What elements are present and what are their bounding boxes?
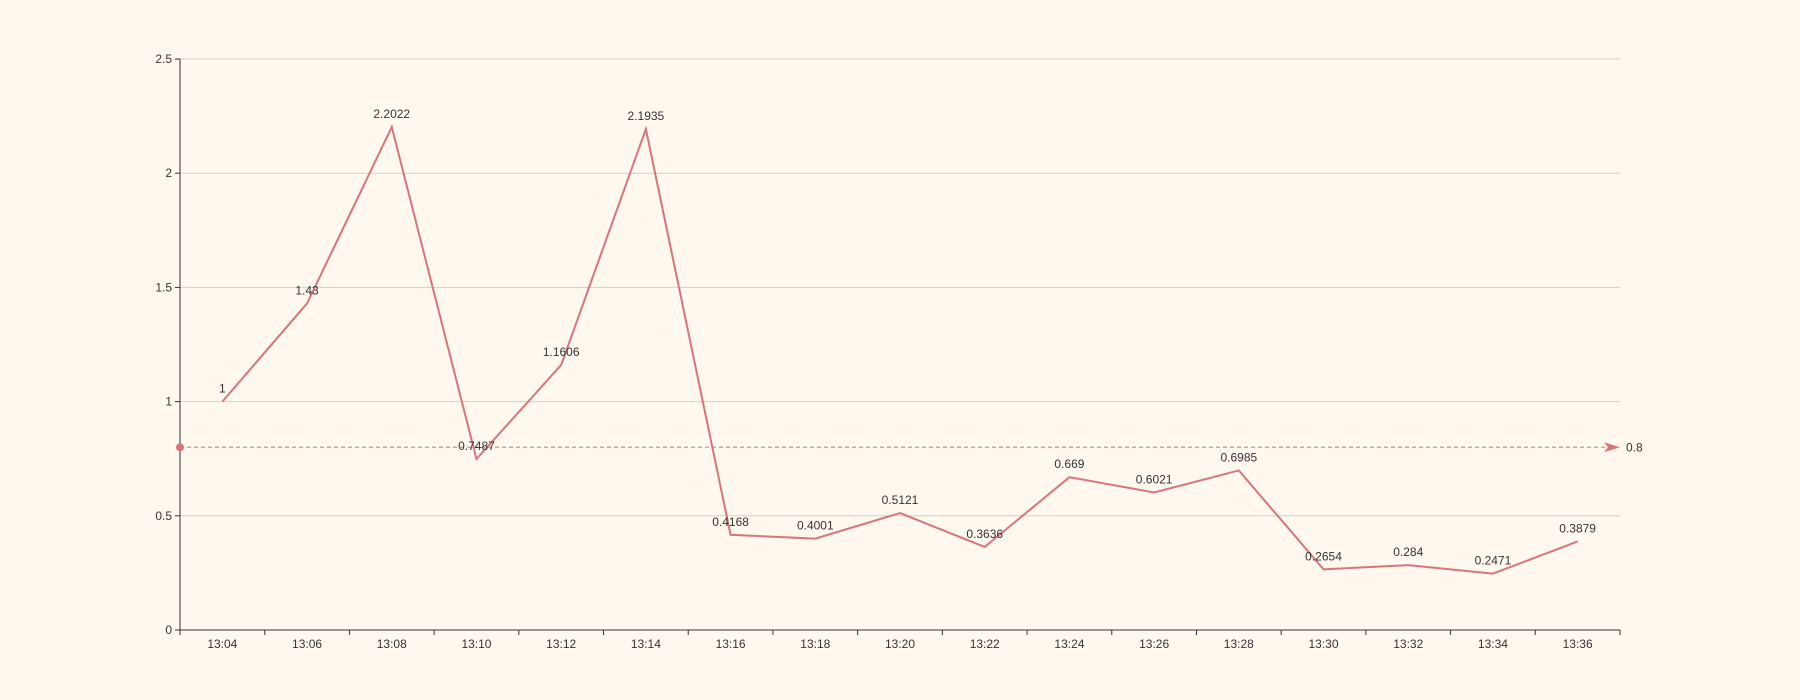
data-label: 0.3879 [1559, 521, 1596, 535]
data-label: 0.7487 [458, 439, 495, 453]
data-label: 0.4168 [712, 515, 749, 529]
axes: 0 0.5 1 1.5 2 2.5 13:04 13:06 13:08 13:10 13:12 13:… [155, 52, 1621, 651]
average-mark-line: 0.8 [176, 440, 1643, 454]
data-label: 0.5121 [882, 493, 919, 507]
series-line [221, 124, 1579, 575]
data-point [1576, 540, 1579, 543]
x-tick-label: 13:28 [1224, 637, 1254, 651]
data-label: 0.4001 [797, 519, 834, 533]
data-point [1407, 564, 1410, 567]
x-tick-label: 13:20 [885, 637, 915, 651]
data-point [306, 302, 309, 305]
data-point [644, 128, 647, 131]
data-point [1237, 469, 1240, 472]
x-tick-label: 13:16 [716, 637, 746, 651]
grid-lines [180, 58, 1620, 517]
data-point [983, 545, 986, 548]
data-point [560, 363, 563, 366]
x-tick-label: 13:14 [631, 637, 661, 651]
data-label: 0.6021 [1136, 472, 1173, 486]
y-tick-label: 1 [165, 395, 172, 409]
data-point [1153, 491, 1156, 494]
data-point [729, 533, 732, 536]
x-tick-label: 13:04 [207, 637, 237, 651]
x-tick-label: 13:18 [800, 637, 830, 651]
mark-line-arrow [1604, 442, 1620, 453]
x-tick-label: 13:34 [1478, 637, 1508, 651]
data-point [1068, 476, 1071, 479]
data-label: 1 [219, 382, 226, 396]
mark-line-start-dot [176, 443, 184, 452]
data-label: 1.1606 [543, 345, 580, 359]
x-tick-label: 13:36 [1563, 637, 1593, 651]
y-tick-label: 0.5 [155, 509, 172, 523]
x-tick-label: 13:08 [377, 637, 407, 651]
data-point [221, 400, 224, 403]
data-labels: 1 1.43 2.2022 0.7487 1.1606 2.1935 0.4168 0.400… [219, 107, 1596, 568]
data-label: 1.43 [295, 283, 319, 297]
data-label: 0.284 [1393, 545, 1423, 559]
y-tick-label: 0 [165, 623, 172, 637]
data-label: 0.2654 [1305, 549, 1342, 563]
x-tick-label: 13:10 [461, 637, 491, 651]
series-line-group [221, 124, 1579, 575]
data-point [390, 126, 393, 129]
x-tick-label: 13:24 [1054, 637, 1084, 651]
data-point [1322, 568, 1325, 571]
x-tick-label: 13:12 [546, 637, 576, 651]
y-tick-label: 1.5 [155, 280, 172, 294]
data-label: 0.3636 [966, 527, 1003, 541]
x-tick-label: 13:06 [292, 637, 322, 651]
x-tick-label: 13:26 [1139, 637, 1169, 651]
y-tick-label: 2 [165, 166, 172, 180]
data-label: 0.2471 [1475, 554, 1512, 568]
data-label: 0.6985 [1220, 450, 1257, 464]
x-tick-label: 13:32 [1393, 637, 1423, 651]
x-tick-label: 13:22 [970, 637, 1000, 651]
data-point [899, 512, 902, 515]
y-tick-label: 2.5 [155, 52, 172, 66]
data-point [814, 537, 817, 540]
data-label: 2.2022 [373, 107, 410, 121]
data-label: 2.1935 [628, 109, 665, 123]
data-label: 0.669 [1054, 457, 1084, 471]
data-point [475, 457, 478, 460]
data-point [1491, 572, 1494, 575]
mark-line-label: 0.8 [1626, 440, 1643, 454]
x-tick-label: 13:30 [1309, 637, 1339, 651]
